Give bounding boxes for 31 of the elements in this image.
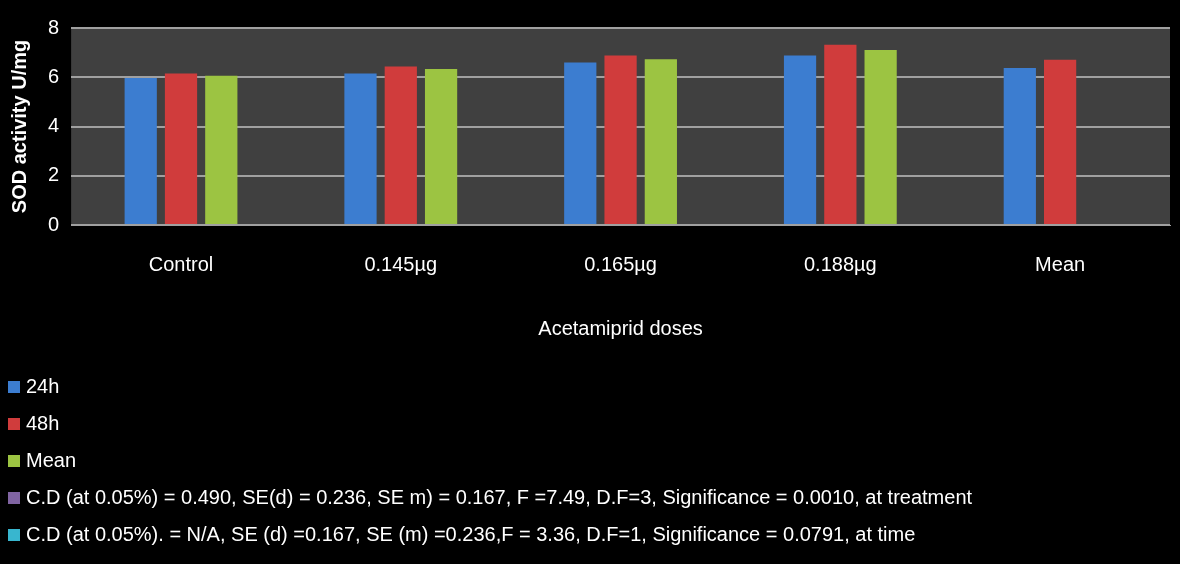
y-tick-label: 4 bbox=[48, 114, 60, 137]
legend-label: C.D (at 0.05%) = 0.490, SE(d) = 0.236, SE m) = 0.167, F =7.49, D.F=3, Significance = 0.0010, at treatment bbox=[26, 486, 973, 509]
bar bbox=[384, 66, 417, 224]
legend-label: 48h bbox=[26, 412, 60, 435]
y-tick-label: 6 bbox=[48, 64, 60, 87]
bar bbox=[824, 44, 857, 224]
x-axis-title: Acetamiprid doses bbox=[538, 316, 703, 339]
legend-label: Mean bbox=[26, 449, 77, 472]
x-tick-label: 0.188µg bbox=[803, 252, 877, 275]
legend-label: C.D (at 0.05%). = N/A, SE (d) =0.167, SE (m) =0.236,F = 3.36, D.F=1, Significance = 0.0791, at time bbox=[26, 523, 916, 546]
bar bbox=[604, 55, 637, 224]
x-tick-label: 0.145µg bbox=[364, 252, 438, 275]
y-tick-label: 2 bbox=[48, 163, 60, 186]
bar bbox=[164, 73, 198, 224]
x-tick-label: Mean bbox=[1035, 252, 1086, 275]
x-tick-label: 0.165µg bbox=[584, 252, 657, 275]
bar bbox=[424, 69, 458, 224]
y-axis-title: SOD activity U/mg bbox=[7, 39, 30, 214]
y-tick-label: 0 bbox=[48, 212, 60, 235]
bar bbox=[205, 75, 238, 224]
bar bbox=[564, 62, 597, 224]
legend-label: 24h bbox=[26, 375, 60, 398]
bar bbox=[644, 59, 677, 224]
x-tick-label: Control bbox=[148, 252, 214, 275]
bar bbox=[124, 77, 157, 224]
bar bbox=[1003, 67, 1036, 224]
bar bbox=[783, 55, 817, 224]
bar bbox=[344, 73, 377, 224]
bar bbox=[864, 49, 897, 224]
bar bbox=[1043, 59, 1077, 224]
y-tick-label: 8 bbox=[48, 15, 60, 38]
